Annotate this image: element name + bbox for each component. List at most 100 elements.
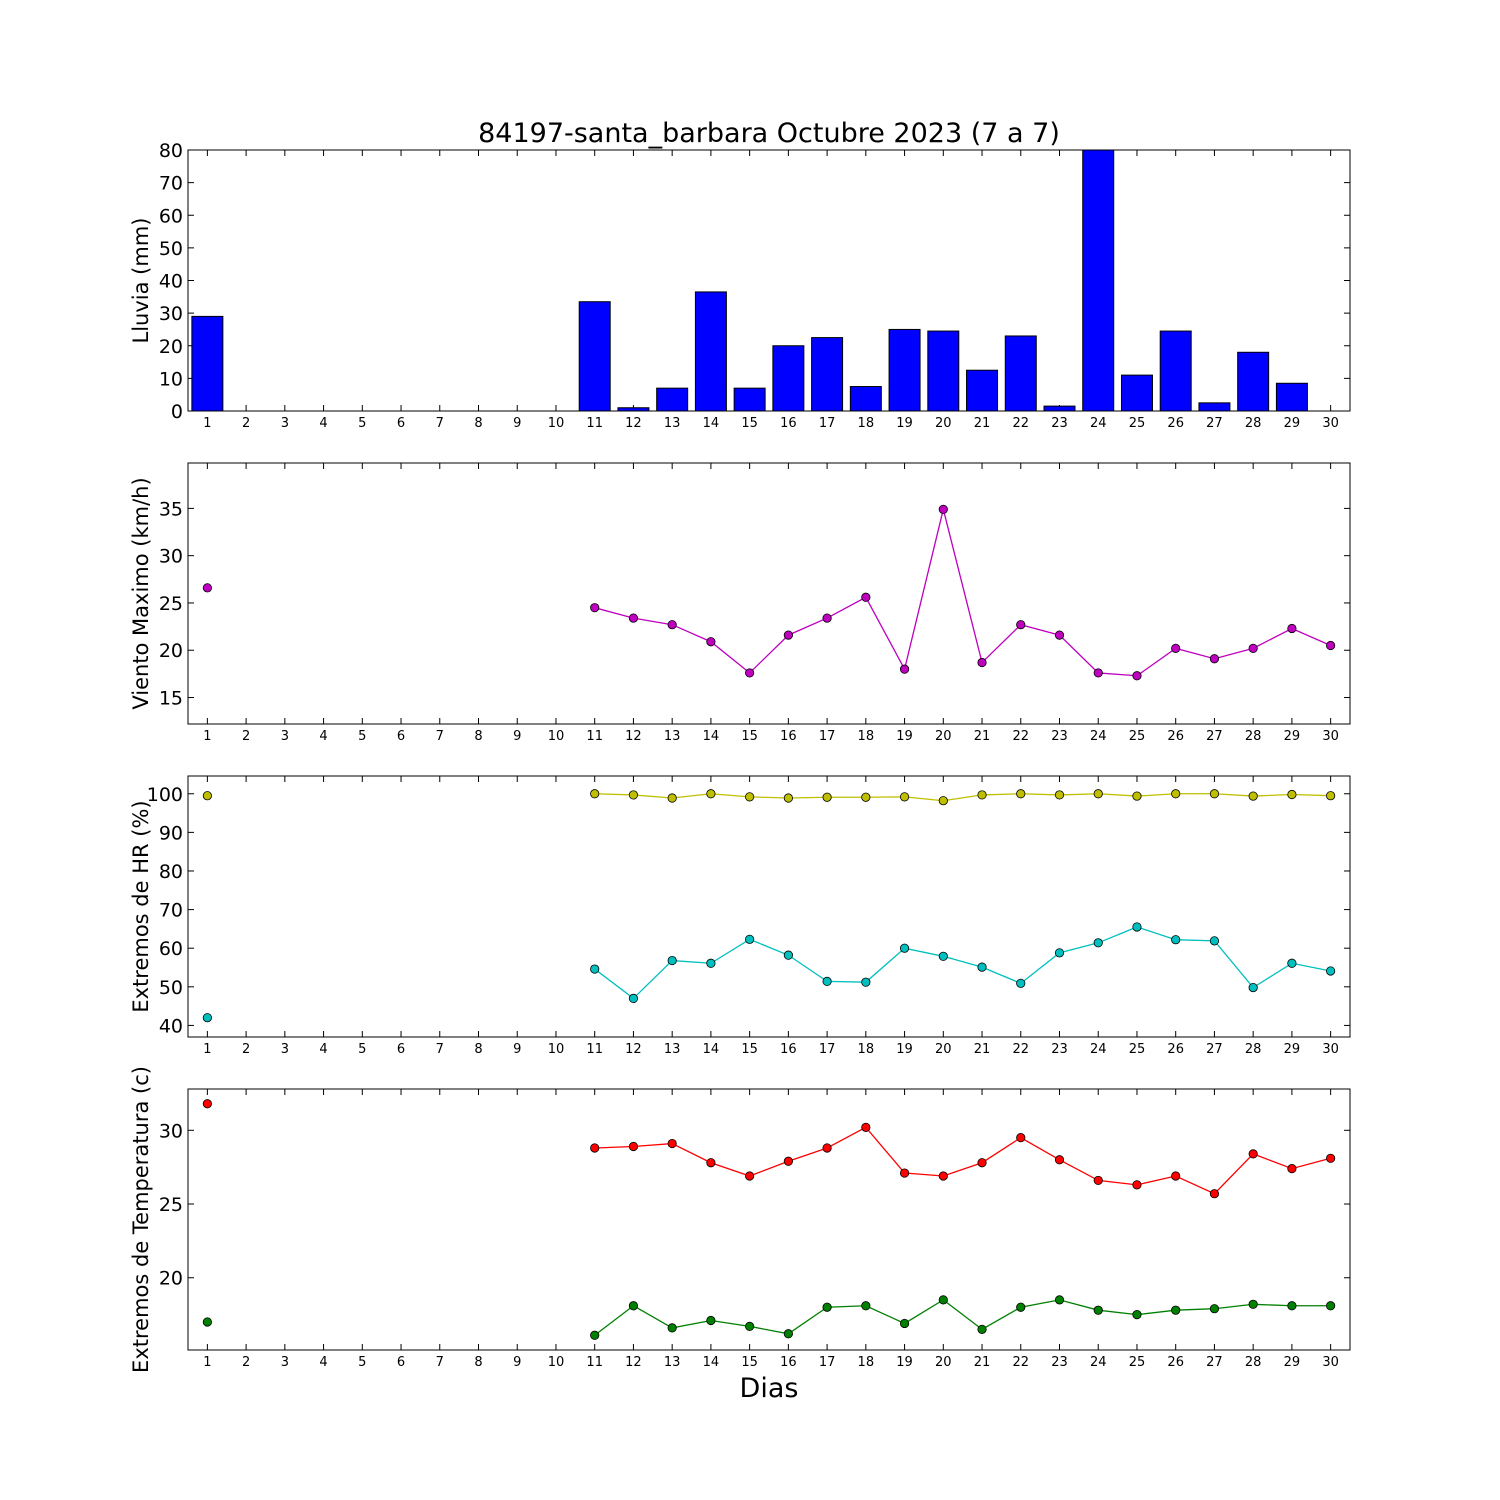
series-1-point xyxy=(1248,791,1258,801)
series-1-point xyxy=(977,790,987,800)
y-tick-label: 70 xyxy=(159,900,183,922)
series-1-point xyxy=(706,789,716,799)
series-1-point xyxy=(899,792,910,802)
series-1-point xyxy=(783,630,793,640)
y-axis-label: Viento Maximo (km/h) xyxy=(129,477,153,709)
figure-title: 84197-santa_barbara Octubre 2023 (7 a 7) xyxy=(478,118,1060,149)
x-tick-label: 7 xyxy=(436,416,444,431)
x-tick-label: 7 xyxy=(436,1042,444,1057)
rain-bar xyxy=(1159,330,1192,412)
series-1-point xyxy=(861,792,871,802)
series-2-point xyxy=(1093,938,1103,948)
x-tick-label: 13 xyxy=(664,1042,681,1057)
series-1-point xyxy=(1287,789,1297,800)
series-1-point xyxy=(745,668,755,678)
rain-bar xyxy=(1275,382,1308,412)
x-tick-label: 5 xyxy=(358,1042,366,1057)
series-2-point xyxy=(1248,1299,1258,1309)
x-tick-label: 1 xyxy=(203,1042,211,1057)
series-2-point xyxy=(1326,1301,1336,1311)
series-1-line xyxy=(594,1126,1331,1195)
series-2-point xyxy=(1016,1302,1026,1312)
series-1-point xyxy=(628,790,639,800)
x-tick-label: 11 xyxy=(586,729,603,744)
series-2-point xyxy=(1132,1310,1142,1320)
x-tick-label: 11 xyxy=(586,1355,603,1370)
rain-bar xyxy=(1043,405,1076,412)
y-tick-label: 90 xyxy=(159,822,183,844)
x-tick-label: 25 xyxy=(1129,1355,1146,1370)
x-tick-label: 5 xyxy=(358,1355,366,1370)
rain-bar xyxy=(733,387,766,412)
x-tick-label: 6 xyxy=(397,1355,405,1370)
x-tick-label: 9 xyxy=(513,1355,521,1370)
x-tick-label: 27 xyxy=(1206,416,1223,431)
x-tick-label: 29 xyxy=(1284,729,1301,744)
x-tick-label: 12 xyxy=(625,1042,642,1057)
series-1-point xyxy=(667,620,677,630)
series-1-point xyxy=(1016,789,1026,799)
y-tick-label: 20 xyxy=(159,1268,183,1290)
series-2-point xyxy=(977,1324,987,1334)
rain-bar xyxy=(1082,149,1115,412)
x-tick-label: 17 xyxy=(819,416,836,431)
series-2-point xyxy=(822,1302,832,1312)
series-2-point xyxy=(899,943,910,953)
series-1-point xyxy=(899,1168,910,1178)
series-1-point xyxy=(706,1158,716,1168)
x-tick-label: 1 xyxy=(203,1355,211,1370)
x-tick-label: 25 xyxy=(1129,729,1146,744)
series-1-point xyxy=(1016,620,1026,630)
y-axis-label: Extremos de Temperatura (c) xyxy=(129,1066,153,1373)
x-tick-label: 10 xyxy=(548,1355,565,1370)
x-tick-label: 18 xyxy=(858,729,875,744)
x-tick-label: 26 xyxy=(1167,729,1184,744)
series-2-point xyxy=(590,1330,600,1340)
x-tick-label: 24 xyxy=(1090,1355,1107,1370)
x-tick-label: 27 xyxy=(1206,1355,1223,1370)
x-tick-label: 17 xyxy=(819,1355,836,1370)
series-1-point xyxy=(1093,1175,1103,1186)
y-tick-label: 30 xyxy=(159,303,183,325)
x-tick-label: 3 xyxy=(281,416,289,431)
x-tick-label: 19 xyxy=(896,1042,913,1057)
series-1-point xyxy=(1171,643,1181,653)
x-tick-label: 10 xyxy=(548,416,565,431)
x-tick-label: 2 xyxy=(242,1355,250,1370)
x-tick-label: 9 xyxy=(513,729,521,744)
y-tick-label: 60 xyxy=(159,205,183,227)
x-tick-label: 16 xyxy=(780,1355,797,1370)
x-tick-label: 16 xyxy=(780,729,797,744)
rain-bar xyxy=(1237,351,1270,412)
x-tick-label: 17 xyxy=(819,729,836,744)
series-1-point xyxy=(1171,789,1181,799)
series-1-point xyxy=(1326,791,1336,801)
series-2-point xyxy=(1016,978,1026,988)
series-1-point xyxy=(1209,654,1220,664)
series-2-point xyxy=(706,1315,716,1326)
series-2-point xyxy=(1209,1304,1220,1314)
series-2-point xyxy=(899,1318,910,1329)
x-tick-label: 23 xyxy=(1051,1042,1068,1057)
x-tick-label: 24 xyxy=(1090,729,1107,744)
series-1-point xyxy=(745,792,755,802)
series-1-point xyxy=(977,1158,987,1168)
x-tick-label: 4 xyxy=(319,416,327,431)
rain-bar xyxy=(617,407,650,412)
x-tick-label: 8 xyxy=(474,416,482,431)
series-2-point xyxy=(861,1301,871,1311)
y-tick-label: 80 xyxy=(159,861,183,883)
series-1-point xyxy=(1093,668,1103,678)
series-1-point xyxy=(590,603,600,613)
x-tick-label: 21 xyxy=(974,1042,991,1057)
series-1-point xyxy=(628,613,639,623)
x-tick-label: 22 xyxy=(1012,1355,1029,1370)
series-2-line xyxy=(594,1299,1331,1336)
x-tick-label: 6 xyxy=(397,1042,405,1057)
series-1-point xyxy=(861,592,871,602)
x-tick-label: 2 xyxy=(242,416,250,431)
x-tick-label: 23 xyxy=(1051,729,1068,744)
rain-bar xyxy=(656,387,689,412)
series-1-point xyxy=(1132,671,1142,681)
x-tick-label: 29 xyxy=(1284,1355,1301,1370)
